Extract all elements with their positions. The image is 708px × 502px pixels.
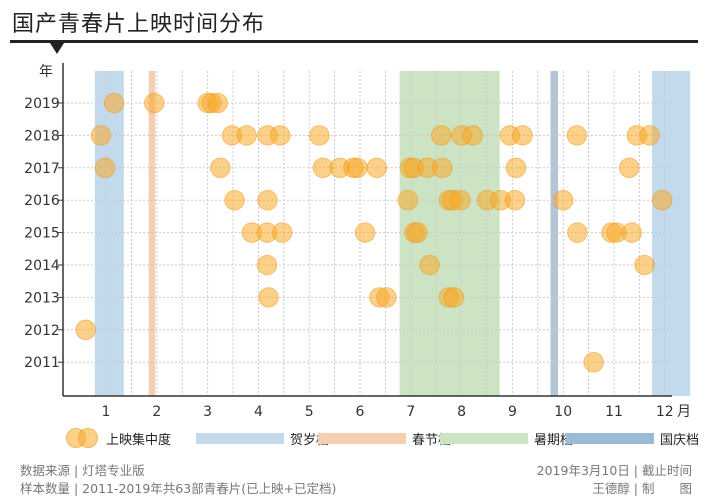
release-point: [309, 125, 330, 146]
release-point: [430, 125, 452, 146]
x-tick-label: 9: [508, 404, 517, 420]
axes: [58, 63, 672, 397]
legend-label: 暑期档: [534, 432, 574, 448]
release-point: [75, 319, 96, 341]
release-points: [75, 92, 673, 373]
legend-swatch: [440, 432, 528, 444]
release-point: [566, 125, 588, 146]
release-point: [443, 287, 465, 308]
release-point: [366, 157, 388, 179]
release-point: [210, 157, 231, 179]
season-band: [652, 71, 691, 396]
release-point: [347, 157, 368, 179]
footer-author: 王德醇 | 制 图: [592, 481, 692, 496]
x-tick-label: 1: [102, 404, 111, 420]
y-tick-label: 2013: [24, 290, 60, 306]
release-point: [397, 189, 419, 211]
legend-item-chunjie: 春节档: [318, 426, 451, 450]
footer-source: 数据来源 | 灯塔专业版: [20, 463, 145, 478]
release-point: [419, 254, 440, 276]
release-point: [618, 157, 640, 179]
legend-item-shuqi: 暑期档: [440, 426, 573, 450]
legend: 上映集中度 贺岁档 春节档 暑期档 国庆档: [0, 426, 708, 450]
release-point: [505, 157, 527, 179]
footer-sample: 样本数量 | 2011-2019年共63部青春片(已上映+已定档): [20, 481, 337, 496]
release-point: [143, 92, 165, 114]
release-point: [512, 125, 533, 146]
legend-label: 国庆档: [660, 432, 700, 448]
legend-swatch: [196, 432, 284, 444]
release-point: [651, 189, 673, 211]
release-point: [583, 351, 604, 373]
title-pointer: [50, 43, 64, 54]
y-tick-label: 2017: [24, 161, 60, 177]
season-bands: [94, 71, 691, 396]
x-tick-label: 6: [356, 404, 365, 420]
legend-item-dots: 上映集中度: [66, 426, 171, 450]
release-point: [431, 157, 453, 179]
legend-item-guoqing: 国庆档: [566, 426, 699, 450]
y-tick-label: 2015: [24, 226, 60, 242]
release-point: [258, 287, 279, 308]
y-tick-label: 2018: [24, 128, 60, 144]
release-point: [90, 125, 112, 146]
release-point: [256, 254, 278, 276]
y-tick-label: 2016: [24, 193, 60, 209]
y-tick-label: 2019: [24, 96, 60, 112]
release-point: [639, 125, 660, 146]
release-point: [504, 189, 526, 211]
season-band: [148, 71, 156, 396]
chart-title: 国产青春片上映时间分布: [12, 12, 266, 37]
x-tick-label: 11: [605, 404, 623, 420]
legend-dots-icon: [66, 427, 102, 449]
x-tick-label: 5: [305, 404, 314, 420]
x-tick-label: 10: [554, 404, 572, 420]
release-point: [567, 222, 588, 243]
release-point: [376, 287, 397, 308]
x-tick-label: 3: [203, 404, 212, 420]
season-band: [550, 71, 559, 396]
release-point: [94, 157, 116, 179]
release-point: [621, 222, 643, 243]
release-point: [236, 125, 258, 146]
legend-item-hesui: 贺岁档: [196, 426, 329, 450]
release-point: [269, 125, 291, 146]
release-point: [103, 92, 125, 114]
y-tick-label: 2012: [24, 323, 60, 339]
y-tick-label: 2011: [24, 355, 60, 371]
release-point: [257, 189, 278, 211]
season-band: [94, 71, 124, 396]
x-tick-label: 4: [254, 404, 263, 420]
release-point: [224, 189, 245, 211]
release-point: [407, 222, 428, 243]
release-point: [552, 189, 574, 211]
y-axis-unit: 年: [39, 64, 53, 80]
footer-date: 2019年3月10日 | 截止时间: [536, 463, 692, 478]
release-point: [634, 254, 655, 276]
legend-swatch: [566, 432, 654, 444]
legend-swatch: [318, 432, 406, 444]
x-tick-label: 2: [152, 404, 161, 420]
x-tick-label: 12: [656, 404, 674, 420]
release-point: [462, 125, 484, 146]
x-tick-label: 8: [457, 404, 466, 420]
legend-dots-label: 上映集中度: [106, 432, 172, 448]
release-point: [207, 92, 229, 114]
y-tick-label: 2014: [24, 258, 60, 274]
x-axis-unit: 月: [677, 404, 691, 420]
title-rule: [10, 40, 698, 43]
release-point: [354, 222, 376, 243]
x-tick-label: 7: [406, 404, 415, 420]
release-point: [271, 222, 293, 243]
release-point: [450, 189, 471, 211]
